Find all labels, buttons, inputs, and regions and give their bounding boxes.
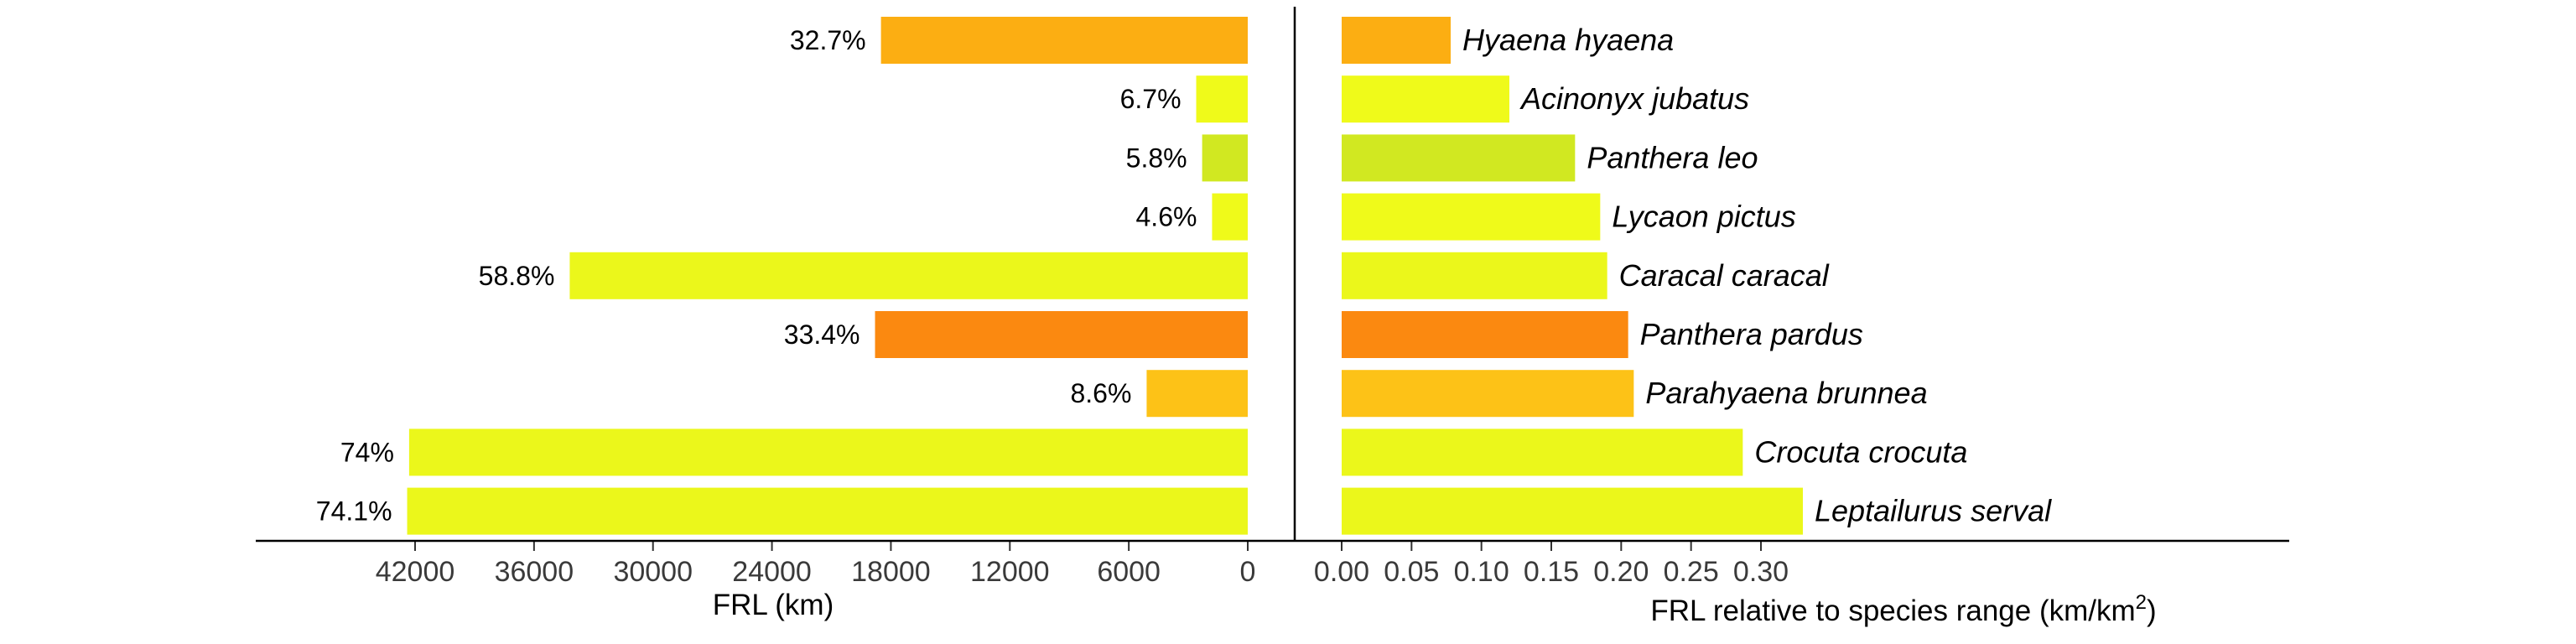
left-x-tick-label: 18000 <box>851 556 931 588</box>
right-x-tick-label: 0.00 <box>1314 556 1369 588</box>
right-x-tick-label: 0.20 <box>1593 556 1649 588</box>
right-bar <box>1342 252 1607 299</box>
right-bar <box>1342 193 1601 241</box>
left-bar-data-label: 8.6% <box>1070 378 1131 408</box>
right-bar <box>1342 134 1576 182</box>
species-label: Leptailurus serval <box>1815 494 2052 528</box>
right-bar <box>1342 75 1509 123</box>
left-x-tick-label: 30000 <box>613 556 693 588</box>
left-bar <box>875 311 1248 358</box>
right-bar <box>1342 428 1743 476</box>
left-bar-data-label: 74% <box>340 437 394 467</box>
left-bar-data-label: 32.7% <box>790 25 866 55</box>
right-axis-title: FRL relative to species range (km/km2) <box>1650 591 2156 627</box>
left-bar <box>880 17 1248 64</box>
right-bar <box>1342 17 1451 64</box>
species-label: Panthera pardus <box>1640 317 1863 351</box>
left-bar-data-label: 58.8% <box>479 261 555 291</box>
species-label: Parahyaena brunnea <box>1645 376 1927 410</box>
right-x-tick-label: 0.05 <box>1384 556 1439 588</box>
right-bar <box>1342 370 1634 418</box>
species-label: Lycaon pictus <box>1612 200 1795 234</box>
right-axis-title-superscript: 2 <box>2136 591 2147 614</box>
left-x-tick-label: 12000 <box>970 556 1050 588</box>
right-x-tick-label: 0.30 <box>1733 556 1789 588</box>
left-bar <box>569 252 1248 299</box>
left-bar-data-label: 5.8% <box>1126 143 1187 173</box>
left-x-tick-label: 36000 <box>495 556 574 588</box>
right-x-tick-label: 0.10 <box>1454 556 1509 588</box>
right-panel: Hyaena hyaena Acinonyx jubatus Panthera le… <box>1314 17 2052 588</box>
left-axis-title: FRL (km) <box>713 589 834 621</box>
left-bar <box>1146 370 1248 418</box>
right-bar <box>1342 487 1803 535</box>
species-label: Crocuta crocuta <box>1754 434 1967 469</box>
left-bar <box>1212 193 1248 241</box>
left-panel: 32.7% 6.7% 5.8% 4.6% 58.8% 33.4% 8.6% 74% 74.1% 4… <box>316 17 1256 588</box>
left-bar <box>408 428 1249 476</box>
left-bar-data-label: 33.4% <box>784 319 860 350</box>
right-x-tick-label: 0.25 <box>1664 556 1719 588</box>
left-bar <box>1202 134 1248 182</box>
right-x-tick-label: 0.15 <box>1524 556 1579 588</box>
left-bar-data-label: 6.7% <box>1120 84 1182 114</box>
right-axis-title-main: FRL relative to species range ( <box>1650 595 2049 627</box>
right-axis-title-close: ) <box>2147 595 2157 627</box>
left-x-tick-label: 0 <box>1240 556 1256 588</box>
left-x-tick-label: 24000 <box>732 556 812 588</box>
left-x-tick-label: 6000 <box>1097 556 1161 588</box>
left-x-tick-label: 42000 <box>376 556 455 588</box>
species-label: Hyaena hyaena <box>1462 23 1674 57</box>
left-bar <box>1196 75 1248 123</box>
species-label: Caracal caracal <box>1619 258 1830 293</box>
right-axis-title-unit: km/km <box>2049 595 2136 627</box>
left-bar <box>407 487 1248 535</box>
species-label: Acinonyx jubatus <box>1519 81 1749 116</box>
species-label: Panthera leo <box>1587 140 1758 174</box>
left-bar-data-label: 4.6% <box>1136 202 1197 232</box>
right-bar <box>1342 311 1628 358</box>
left-bar-data-label: 74.1% <box>316 496 392 527</box>
